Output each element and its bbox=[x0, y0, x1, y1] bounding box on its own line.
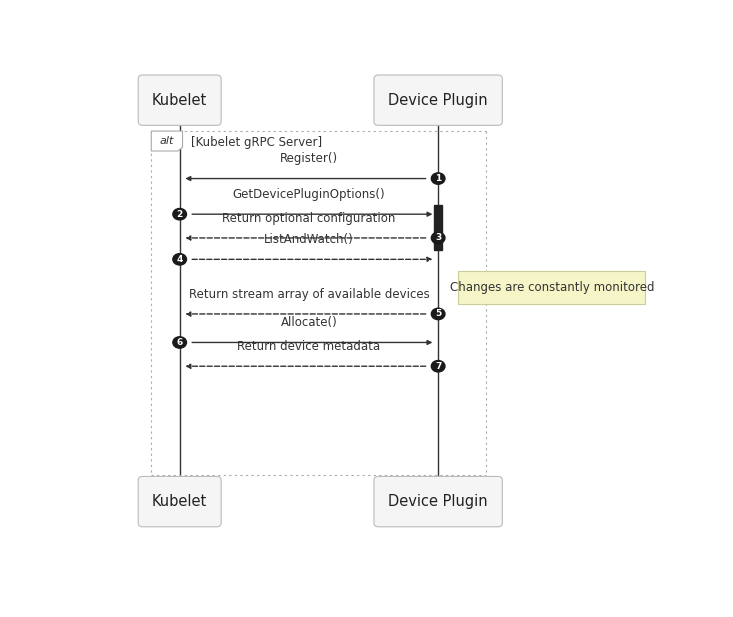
Circle shape bbox=[431, 308, 445, 320]
FancyBboxPatch shape bbox=[139, 75, 221, 125]
Text: Device Plugin: Device Plugin bbox=[388, 93, 488, 108]
Text: Return device metadata: Return device metadata bbox=[237, 340, 380, 353]
Circle shape bbox=[173, 337, 186, 348]
Circle shape bbox=[173, 209, 186, 220]
Text: Changes are constantly monitored: Changes are constantly monitored bbox=[449, 281, 654, 294]
Bar bbox=[458, 271, 646, 304]
Circle shape bbox=[431, 360, 445, 372]
Text: 4: 4 bbox=[177, 255, 183, 264]
Polygon shape bbox=[151, 131, 183, 151]
Text: 6: 6 bbox=[177, 338, 183, 347]
Circle shape bbox=[173, 254, 186, 265]
Text: Return stream array of available devices: Return stream array of available devices bbox=[188, 288, 430, 300]
Text: 3: 3 bbox=[435, 233, 441, 242]
Text: Return optional configuration: Return optional configuration bbox=[222, 212, 396, 225]
Text: 1: 1 bbox=[435, 174, 441, 183]
Bar bbox=[435, 205, 442, 250]
Text: Kubelet: Kubelet bbox=[152, 494, 207, 509]
FancyBboxPatch shape bbox=[374, 476, 502, 527]
Text: GetDevicePluginOptions(): GetDevicePluginOptions() bbox=[232, 188, 386, 201]
Text: [Kubelet gRPC Server]: [Kubelet gRPC Server] bbox=[191, 136, 322, 149]
Text: 5: 5 bbox=[435, 310, 441, 318]
Text: alt: alt bbox=[160, 136, 174, 146]
Text: ListAndWatch(): ListAndWatch() bbox=[264, 233, 354, 246]
Text: 7: 7 bbox=[435, 362, 441, 371]
Circle shape bbox=[431, 232, 445, 244]
FancyBboxPatch shape bbox=[139, 476, 221, 527]
Circle shape bbox=[431, 173, 445, 184]
Text: 2: 2 bbox=[177, 210, 183, 218]
Text: Device Plugin: Device Plugin bbox=[388, 494, 488, 509]
Text: Kubelet: Kubelet bbox=[152, 93, 207, 108]
Text: Register(): Register() bbox=[280, 152, 338, 165]
FancyBboxPatch shape bbox=[374, 75, 502, 125]
Text: Allocate(): Allocate() bbox=[281, 316, 337, 329]
